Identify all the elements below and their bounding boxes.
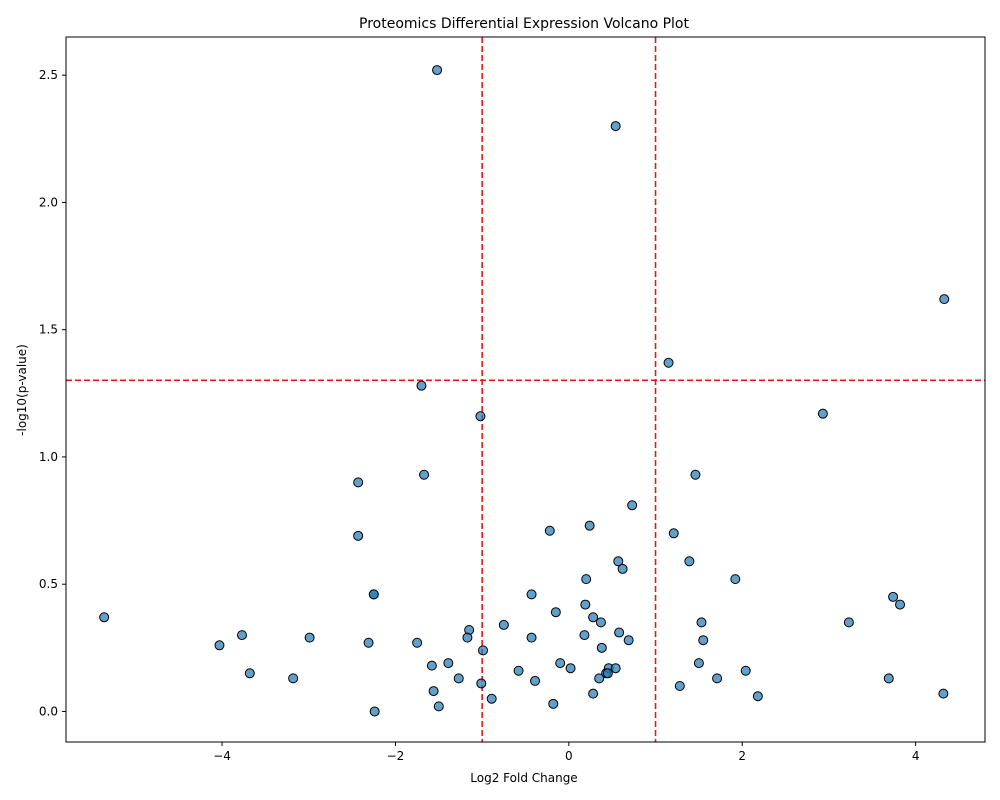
data-point xyxy=(368,589,379,600)
data-point xyxy=(363,637,374,648)
x-tick-label: 0 xyxy=(565,749,573,763)
data-point xyxy=(432,65,443,76)
data-point xyxy=(684,556,695,567)
data-point xyxy=(548,698,559,709)
data-point xyxy=(588,612,599,623)
data-point xyxy=(623,635,634,646)
data-point xyxy=(938,688,949,699)
data-point xyxy=(698,635,709,646)
plot-frame xyxy=(65,36,986,743)
x-tick-label: −4 xyxy=(213,749,231,763)
data-point xyxy=(353,477,364,488)
y-tick-label: 2.0 xyxy=(39,195,58,209)
data-point xyxy=(236,630,247,641)
x-tick-label: −2 xyxy=(387,749,405,763)
x-tick-label: 4 xyxy=(912,749,920,763)
data-point xyxy=(888,591,899,602)
data-point xyxy=(475,411,486,422)
data-point xyxy=(610,121,621,132)
data-point xyxy=(693,658,704,669)
data-point xyxy=(443,658,454,669)
data-point xyxy=(594,673,605,684)
data-point xyxy=(416,380,427,391)
data-point xyxy=(544,525,555,536)
data-point xyxy=(883,673,894,684)
y-axis-label: -log10(p-value) xyxy=(15,344,29,436)
data-point xyxy=(214,640,225,651)
data-point xyxy=(712,673,723,684)
data-point xyxy=(627,500,638,511)
threshold-lines xyxy=(66,37,985,742)
data-point xyxy=(843,617,854,628)
data-point xyxy=(426,660,437,671)
data-point xyxy=(939,294,950,305)
data-point xyxy=(244,668,255,679)
data-point xyxy=(579,630,590,641)
data-point xyxy=(304,632,315,643)
chart-title: Proteomics Differential Expression Volca… xyxy=(359,16,689,32)
data-point xyxy=(696,617,707,628)
data-point xyxy=(895,599,906,610)
data-point xyxy=(730,574,741,585)
data-point xyxy=(674,681,685,692)
y-tick-label: 0.5 xyxy=(39,577,58,591)
data-point xyxy=(433,701,444,712)
data-point xyxy=(353,530,364,541)
data-point xyxy=(663,357,674,368)
data-point xyxy=(580,599,591,610)
x-axis-label: Log2 Fold Change xyxy=(470,771,577,785)
data-point xyxy=(526,632,537,643)
data-point xyxy=(498,619,509,630)
data-point xyxy=(613,556,624,567)
data-point xyxy=(740,665,751,676)
data-point xyxy=(581,574,592,585)
data-point xyxy=(369,706,380,717)
y-axis-ticks: 0.0 0.5 1.0 1.5 2.0 2.5 xyxy=(39,68,66,718)
data-point xyxy=(588,688,599,699)
y-tick-label: 1.5 xyxy=(39,323,58,337)
data-point xyxy=(486,693,497,704)
data-point xyxy=(526,589,537,600)
data-point xyxy=(610,663,621,674)
data-point xyxy=(752,691,763,702)
data-point xyxy=(602,668,613,679)
data-points xyxy=(99,65,950,717)
data-point xyxy=(614,627,625,638)
data-point xyxy=(596,642,607,653)
data-point xyxy=(584,520,595,531)
data-point xyxy=(99,612,110,623)
data-point xyxy=(462,632,473,643)
x-tick-label: 2 xyxy=(738,749,746,763)
data-point xyxy=(453,673,464,684)
y-tick-label: 1.0 xyxy=(39,450,58,464)
data-point xyxy=(412,637,423,648)
data-point xyxy=(817,408,828,419)
y-tick-label: 0.0 xyxy=(39,704,58,718)
data-point xyxy=(595,617,606,628)
data-point xyxy=(555,658,566,669)
data-point xyxy=(476,678,487,689)
data-point xyxy=(288,673,299,684)
data-point xyxy=(550,607,561,618)
y-tick-label: 2.5 xyxy=(39,68,58,82)
data-point xyxy=(690,469,701,480)
data-point xyxy=(617,563,628,574)
data-point xyxy=(428,686,439,697)
data-point xyxy=(565,663,576,674)
data-point xyxy=(513,665,524,676)
data-point xyxy=(668,528,679,539)
data-point xyxy=(419,469,430,480)
x-axis-ticks: −4 −2 0 2 4 xyxy=(213,742,919,763)
data-point xyxy=(478,645,489,656)
data-point xyxy=(530,675,541,686)
